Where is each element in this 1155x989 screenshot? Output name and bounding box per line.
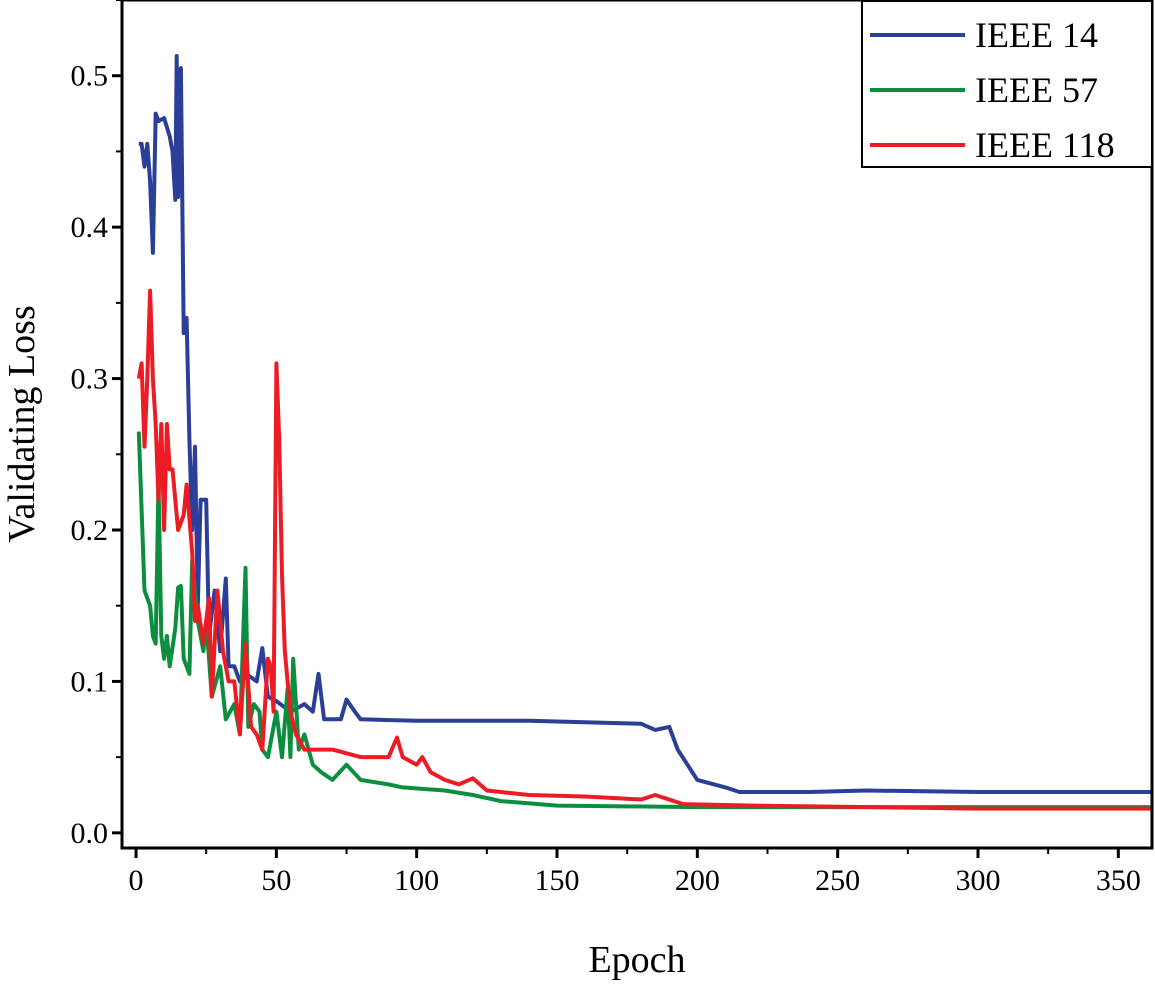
y-tick-label: 0.4 (71, 211, 109, 244)
legend-label: IEEE 14 (975, 15, 1098, 55)
legend-label: IEEE 57 (975, 70, 1098, 110)
x-axis-label: Epoch (588, 939, 685, 981)
y-axis-label: Validating Loss (1, 305, 43, 542)
y-tick-label: 0.3 (71, 363, 109, 396)
series-layer (136, 54, 1152, 811)
y-tick-label: 0.2 (71, 514, 109, 547)
x-axis: 0 50 100 150 200 250 300 350 (129, 848, 1141, 897)
legend-box (861, 0, 1153, 168)
x-tick-label: 150 (535, 864, 580, 897)
y-tick-label: 0.1 (71, 665, 109, 698)
x-tick-label: 300 (955, 864, 1000, 897)
x-tick-label: 100 (394, 864, 439, 897)
x-tick-label: 0 (129, 864, 144, 897)
y-axis: 0.0 0.1 0.2 0.3 0.4 0.5 (71, 0, 122, 850)
series-line-1 (136, 431, 1152, 810)
legend: IEEE 14 IEEE 57 IEEE 118 (861, 0, 1153, 168)
legend-label: IEEE 118 (975, 125, 1115, 165)
x-tick-label: 200 (675, 864, 720, 897)
y-tick-label: 0.5 (71, 60, 109, 93)
x-tick-label: 50 (261, 864, 291, 897)
x-tick-label: 250 (815, 864, 860, 897)
x-tick-label: 350 (1096, 864, 1141, 897)
plot-frame (120, 0, 1154, 850)
y-tick-label: 0.0 (71, 817, 109, 850)
series-line-2 (136, 288, 1152, 811)
